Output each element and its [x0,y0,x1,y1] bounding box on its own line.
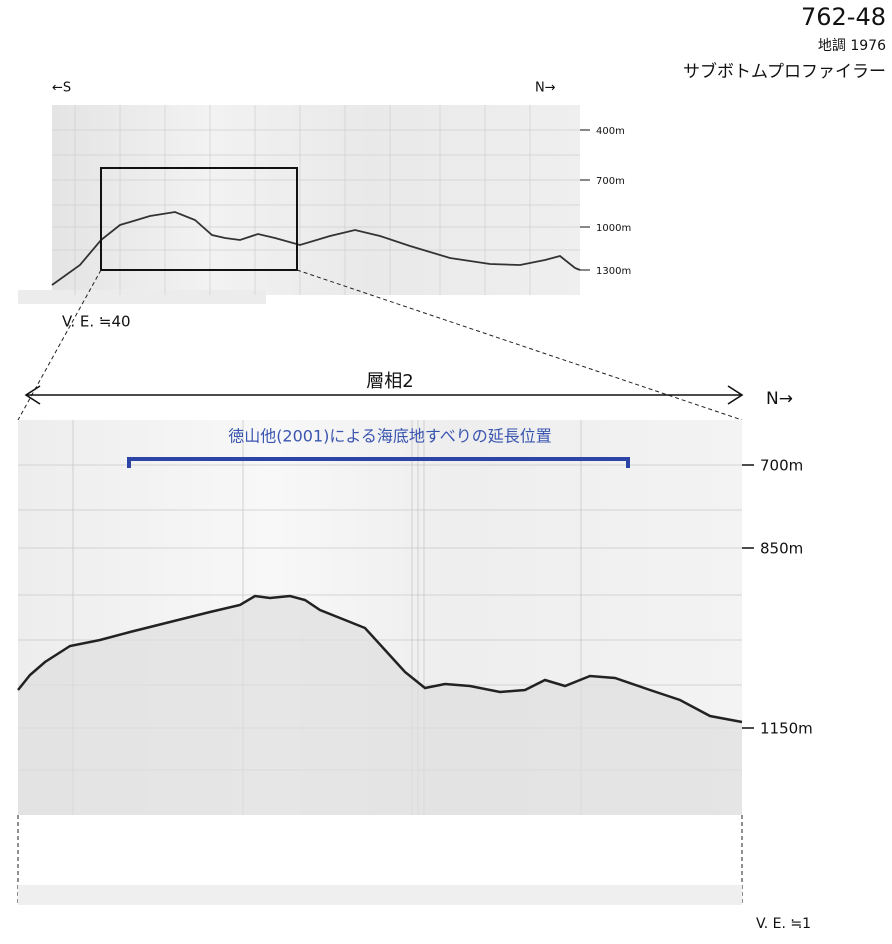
overview-image [18,105,580,304]
depth-label: 1300m [596,266,631,277]
detail-ticks [742,465,754,728]
annotation: 徳山他(2001)による海底地すべりの延長位置 [228,427,552,446]
depth-label: 400m [596,126,625,137]
north-label: N→ [766,389,793,409]
detail-image [18,420,742,905]
figure: 762-48 地調 1976 サブボトムプロファイラー ←S N→ 400m 7… [0,0,892,940]
survey: 地調 1976 [818,38,886,54]
depth-label: 850m [760,540,803,558]
depth-label: 1150m [760,720,813,738]
code: 762-48 [801,3,886,31]
exaggeration: V. E. ≒1 [756,916,811,932]
depth-label: 700m [596,176,625,187]
south-label: ←S [52,81,71,96]
facies-label: 層相2 [366,371,413,392]
north-label: N→ [535,81,556,96]
overview-ticks [580,130,590,270]
depth-label: 1000m [596,223,631,234]
depth-label: 700m [760,457,803,475]
method: サブボトムプロファイラー [683,61,886,82]
